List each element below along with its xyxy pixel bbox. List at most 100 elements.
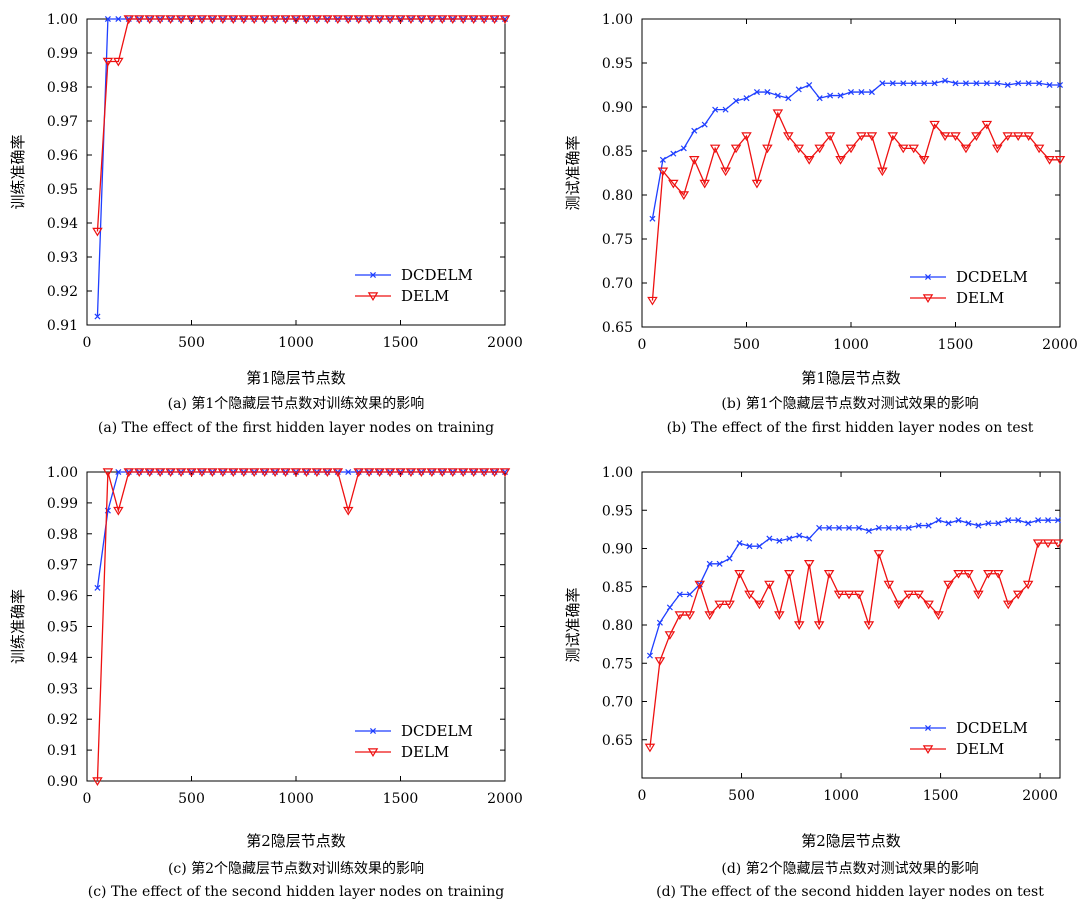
data-point bbox=[858, 89, 865, 96]
data-point bbox=[955, 517, 962, 524]
data-point bbox=[875, 524, 882, 531]
data-point bbox=[816, 95, 823, 102]
data-point bbox=[676, 591, 683, 598]
data-point bbox=[647, 296, 658, 306]
data-point bbox=[332, 468, 344, 477]
y-tick-label: 0.92 bbox=[47, 284, 78, 300]
data-point bbox=[939, 132, 951, 141]
data-point bbox=[724, 600, 735, 610]
data-point bbox=[259, 468, 270, 477]
data-point bbox=[374, 468, 385, 477]
data-point bbox=[1025, 80, 1032, 87]
series-line bbox=[96, 18, 505, 232]
data-point bbox=[280, 468, 291, 477]
data-point bbox=[784, 569, 795, 579]
caption-en: (d) The effect of the second hidden laye… bbox=[656, 884, 1044, 900]
data-point bbox=[993, 569, 1004, 579]
data-point bbox=[762, 144, 773, 154]
data-point bbox=[887, 132, 899, 141]
data-point bbox=[1005, 517, 1012, 524]
series-line bbox=[96, 471, 505, 782]
legend-marker bbox=[369, 727, 377, 735]
data-point bbox=[913, 590, 924, 600]
legend-marker bbox=[922, 294, 934, 303]
data-point bbox=[853, 590, 865, 600]
data-point bbox=[1045, 517, 1052, 524]
data-point bbox=[115, 468, 122, 476]
data-point bbox=[845, 144, 857, 154]
data-point bbox=[94, 313, 101, 320]
data-point bbox=[353, 15, 364, 24]
data-point bbox=[1025, 520, 1032, 527]
x-tick-label: 1500 bbox=[383, 335, 419, 351]
data-point bbox=[405, 15, 417, 24]
data-point bbox=[915, 522, 922, 529]
data-point bbox=[1032, 539, 1044, 549]
data-point bbox=[962, 80, 969, 87]
x-axis-label: 第1隐层节点数 bbox=[246, 369, 346, 387]
data-point bbox=[489, 468, 500, 477]
y-tick-label: 0.92 bbox=[47, 712, 78, 728]
data-point bbox=[489, 15, 500, 24]
data-point bbox=[883, 580, 895, 590]
x-tick-label: 1000 bbox=[278, 335, 314, 351]
legend-item: DCDELM bbox=[355, 266, 473, 284]
data-point bbox=[228, 468, 239, 477]
x-tick-label: 500 bbox=[178, 335, 205, 351]
legend-item: DCDELM bbox=[910, 719, 1028, 737]
x-axis-label: 第2隐层节点数 bbox=[801, 832, 901, 850]
data-point bbox=[248, 468, 260, 477]
data-point bbox=[774, 92, 781, 99]
data-point bbox=[827, 92, 834, 99]
data-point bbox=[720, 167, 731, 177]
data-point bbox=[649, 215, 656, 222]
data-point bbox=[826, 524, 833, 531]
data-point bbox=[1015, 517, 1022, 524]
series-dcdelm bbox=[649, 77, 1064, 222]
data-point bbox=[945, 520, 952, 527]
data-point bbox=[865, 527, 872, 534]
panel-d-test-layer2: (d) 第2个隐藏层节点数对测试效果的影响 (d) The effect of … bbox=[564, 465, 1064, 900]
x-tick-label: 0 bbox=[83, 791, 92, 807]
data-point bbox=[879, 80, 886, 87]
y-tick-label: 0.96 bbox=[47, 589, 78, 605]
data-point bbox=[92, 777, 103, 786]
x-tick-label: 0 bbox=[83, 335, 92, 351]
data-point bbox=[824, 132, 836, 141]
y-tick-label: 0.65 bbox=[602, 320, 633, 336]
data-point bbox=[893, 600, 905, 610]
data-point bbox=[905, 524, 912, 531]
data-point bbox=[133, 15, 145, 24]
data-point bbox=[478, 15, 490, 24]
caption-en: (a) The effect of the first hidden layer… bbox=[98, 420, 494, 436]
data-point bbox=[342, 506, 354, 516]
data-point bbox=[960, 144, 972, 154]
data-point bbox=[774, 611, 785, 620]
x-tick-label: 1000 bbox=[278, 791, 314, 807]
data-point bbox=[965, 520, 972, 527]
legend-label: DCDELM bbox=[401, 722, 473, 740]
data-point bbox=[931, 80, 938, 87]
data-point bbox=[935, 517, 942, 524]
data-point bbox=[384, 468, 396, 477]
data-point bbox=[228, 15, 239, 24]
data-point bbox=[94, 584, 101, 591]
x-tick-label: 2000 bbox=[487, 335, 523, 351]
data-point bbox=[856, 132, 867, 141]
y-tick-label: 0.85 bbox=[602, 580, 633, 596]
data-point bbox=[290, 468, 302, 477]
series-line bbox=[96, 471, 505, 588]
data-point bbox=[363, 468, 375, 477]
data-point bbox=[994, 80, 1001, 87]
data-point bbox=[1035, 517, 1042, 524]
data-point bbox=[154, 15, 166, 24]
data-point bbox=[280, 15, 291, 24]
data-point bbox=[353, 468, 364, 477]
data-point bbox=[175, 15, 187, 24]
legend-marker bbox=[924, 724, 932, 732]
legend-item: DELM bbox=[355, 287, 449, 305]
series-delm bbox=[92, 468, 511, 786]
data-point bbox=[468, 15, 479, 24]
data-point bbox=[133, 468, 145, 477]
data-point bbox=[795, 86, 802, 93]
